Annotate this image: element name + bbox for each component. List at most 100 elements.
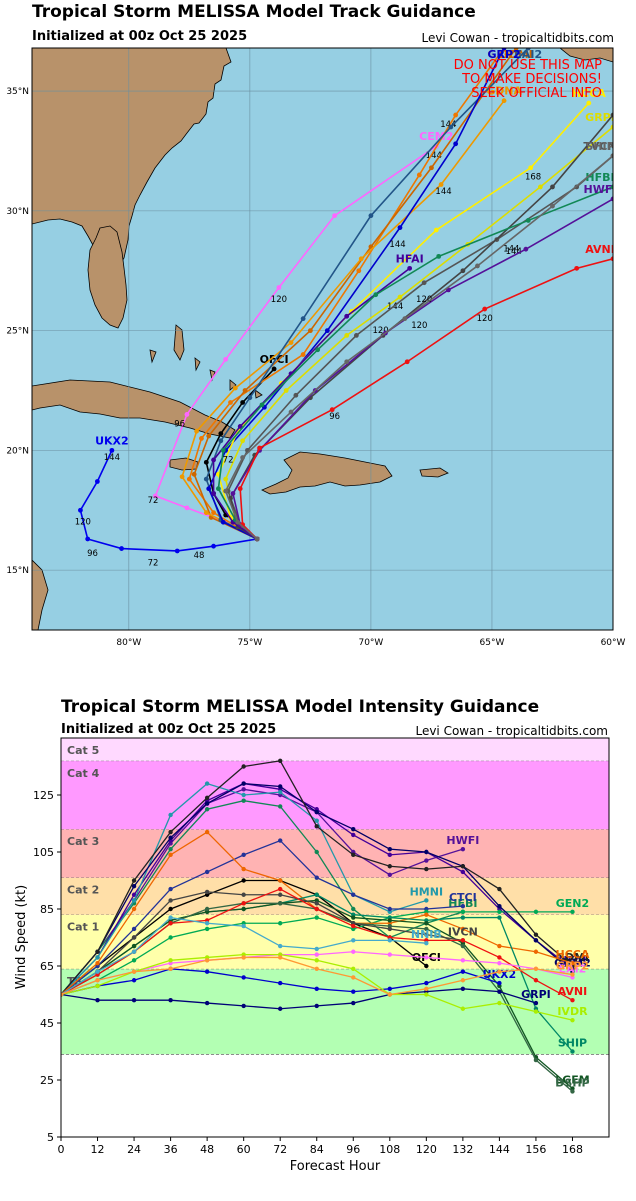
track-point-ship bbox=[240, 455, 246, 460]
intensity-point-grp2 bbox=[204, 958, 210, 963]
track-hour-label: 96 bbox=[174, 419, 185, 429]
intensity-point-ship bbox=[314, 892, 319, 897]
track-point-ship bbox=[288, 409, 294, 415]
track-point-gdna bbox=[232, 385, 238, 391]
intensity-label-eai2: EAI2 bbox=[559, 962, 587, 975]
intensity-point-avni bbox=[460, 938, 466, 943]
track-point-hfbi bbox=[259, 402, 265, 408]
track-model-label-gdna: GDNA bbox=[486, 85, 522, 98]
track-point-avni bbox=[237, 486, 243, 492]
intensity-point-nnib bbox=[387, 938, 392, 943]
track-point-gdna bbox=[438, 182, 444, 187]
track-point-eai2 bbox=[247, 395, 253, 401]
track-title: Tropical Storm MELISSA Model Track Guida… bbox=[32, 2, 476, 22]
intensity-point-ivcn bbox=[278, 892, 283, 897]
intensity-label-hcca: HCCA bbox=[556, 948, 590, 961]
intensity-point-gdm2 bbox=[204, 801, 210, 806]
intensity-point-ukx2 bbox=[460, 969, 466, 974]
intensity-point-gen2 bbox=[497, 909, 502, 915]
intensity-point-hfbi bbox=[314, 849, 319, 855]
x-axis-label: Forecast Hour bbox=[290, 1159, 381, 1174]
track-hour-label: 48 bbox=[194, 551, 205, 561]
intensity-point-ship bbox=[460, 915, 466, 920]
track-point-grp2 bbox=[220, 519, 226, 525]
track-point-hfbi bbox=[610, 184, 613, 190]
track-point-hfbi bbox=[216, 486, 221, 492]
track-point-avni bbox=[329, 407, 335, 413]
y-tick-label: 125 bbox=[33, 789, 54, 802]
track-hour-label: 120 bbox=[271, 295, 287, 305]
track-map: OFCI729612014448UKX27296120144CEM2144GEN… bbox=[6, 47, 626, 648]
x-tick-label: 156 bbox=[525, 1143, 546, 1156]
track-point-ukx2 bbox=[119, 546, 124, 551]
intensity-point-avni bbox=[314, 906, 319, 912]
track-model-label-eai2: EAI2 bbox=[514, 48, 542, 61]
intensity-point-eai2 bbox=[387, 952, 392, 957]
intensity-point-hmni bbox=[424, 898, 429, 903]
track-hour-label: 96 bbox=[87, 549, 98, 559]
intensity-point-gen2 bbox=[533, 909, 539, 915]
intensity-point-gdmi bbox=[497, 886, 502, 892]
intensity-label-hmni: HMNI bbox=[410, 885, 443, 898]
model-tracks: OFCI729612014448UKX27296120144CEM2144GEN… bbox=[75, 48, 616, 568]
intensity-label-dshp: DSHP bbox=[555, 1076, 589, 1089]
intensity-point-avni bbox=[533, 978, 539, 983]
track-point-gdmi bbox=[307, 328, 313, 334]
map-y-tick-label: 20°N bbox=[6, 446, 29, 456]
track-point-hfbi bbox=[315, 347, 321, 353]
track-point-ofci bbox=[240, 400, 246, 405]
intensity-point-ivdr bbox=[570, 1017, 575, 1023]
track-point-ukx2 bbox=[78, 507, 83, 513]
intensity-point-eai2 bbox=[460, 958, 466, 963]
intensity-point-ctci bbox=[387, 906, 392, 912]
track-point-eai2 bbox=[448, 124, 454, 130]
track-point-hfbi bbox=[525, 218, 531, 223]
intensity-point-hwfi bbox=[460, 846, 466, 852]
track-point-gen2 bbox=[228, 400, 233, 405]
x-tick-label: 48 bbox=[200, 1143, 214, 1156]
intensity-point-ofci bbox=[424, 963, 429, 969]
intensity-point-hmni bbox=[314, 818, 319, 823]
track-point-grpi bbox=[397, 294, 403, 300]
track-point-hwfi bbox=[230, 491, 236, 496]
track-hour-label: 144 bbox=[389, 240, 405, 250]
intensity-point-lgem bbox=[424, 921, 429, 926]
intensity-point-hmni bbox=[278, 789, 283, 795]
intensity-point-lgem bbox=[241, 906, 246, 912]
track-point-ship bbox=[402, 316, 408, 322]
track-point-ukx2 bbox=[174, 548, 180, 554]
track-line-ukx2 bbox=[79, 450, 258, 552]
intensity-point-hcca bbox=[533, 949, 539, 954]
intensity-point-ctci bbox=[168, 886, 173, 892]
intensity-frame bbox=[60, 737, 610, 1138]
track-point-eai2 bbox=[368, 213, 374, 219]
intensity-point-eai2 bbox=[351, 949, 356, 954]
intensity-credit-label: Levi Cowan - tropicaltidbits.com bbox=[415, 724, 608, 738]
track-model-label-ship: SHIP bbox=[585, 140, 614, 153]
track-model-label-tvcn: TVCN bbox=[583, 140, 616, 153]
track-model-label-avni: AVNI bbox=[585, 243, 615, 256]
intensity-point-lgem bbox=[351, 915, 356, 920]
map-x-tick-label: 70°W bbox=[358, 638, 383, 648]
intensity-point-hmni bbox=[168, 812, 173, 818]
intensity-point-grp2 bbox=[424, 986, 429, 991]
warning-text: DO NOT USE THIS MAP TO MAKE DECISIONS! S… bbox=[454, 58, 603, 101]
intensity-label-gen2: GEN2 bbox=[556, 897, 589, 910]
track-point-eai2 bbox=[218, 438, 224, 444]
intensity-point-hcca bbox=[460, 926, 466, 932]
intensity-point-ivcn bbox=[387, 926, 392, 932]
track-hour-label: 120 bbox=[416, 295, 432, 305]
track-point-cem2 bbox=[276, 285, 282, 290]
track-point-grpi bbox=[240, 438, 246, 444]
intensity-ticks: 0 12 24 36 48 60 72 84 96 108 120 132 144 156 168 5 25 45… bbox=[33, 789, 583, 1156]
track-point-tvcn bbox=[421, 280, 427, 286]
band-label: Cat 1 bbox=[67, 921, 99, 934]
track-point-ukx2 bbox=[94, 479, 100, 484]
intensity-point-avni bbox=[278, 886, 283, 892]
intensity-point-eai2 bbox=[424, 955, 429, 960]
intensity-point-gdmi bbox=[278, 758, 283, 763]
intensity-init-label: Initialized at 00z Oct 25 2025 bbox=[61, 722, 277, 737]
intensity-point-ctci bbox=[314, 875, 319, 880]
intensity-point-gen2 bbox=[460, 909, 466, 915]
track-point-gen2 bbox=[300, 352, 306, 357]
